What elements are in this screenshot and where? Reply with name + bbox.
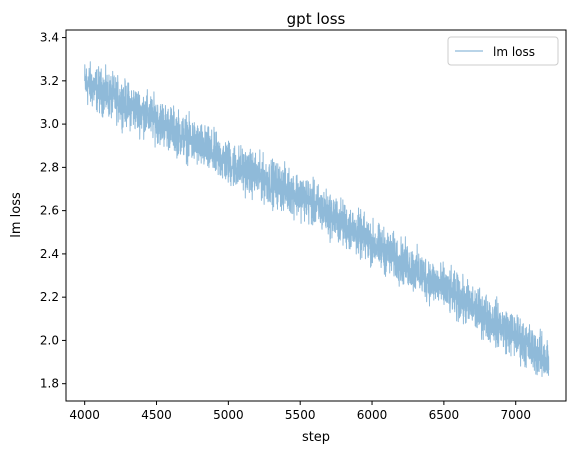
y-tick-label: 1.8 — [40, 377, 59, 391]
y-tick-label: 2.8 — [40, 160, 59, 174]
x-tick-label: 5000 — [213, 408, 244, 422]
chart-title: gpt loss — [287, 10, 346, 28]
x-axis-label: step — [302, 430, 330, 445]
y-tick-label: 2.0 — [40, 333, 59, 347]
legend-box — [447, 36, 559, 66]
y-tick-label: 2.4 — [40, 247, 59, 261]
x-tick-label: 6000 — [357, 408, 388, 422]
x-tick-label: 4000 — [69, 408, 100, 422]
y-tick-label: 3.4 — [40, 31, 59, 45]
y-tick-label: 3.2 — [40, 74, 59, 88]
plot-data-layer — [84, 61, 550, 377]
series-line-lm-loss — [84, 61, 550, 377]
legend-label-lm-loss: lm loss — [493, 45, 535, 59]
y-tick-label: 3.0 — [40, 117, 59, 131]
y-tick-label: 2.2 — [40, 290, 59, 304]
x-tick-label: 7000 — [500, 408, 531, 422]
x-axis-ticks: 4000 4500 5000 5500 6000 6500 7000 — [69, 401, 531, 422]
legend: lm loss — [447, 36, 559, 66]
x-tick-label: 5500 — [285, 408, 316, 422]
plot-area-frame — [65, 29, 567, 402]
y-axis-label: lm loss — [9, 192, 24, 238]
y-axis-ticks: 1.8 2.0 2.2 2.4 2.6 2.8 3.0 3.2 3.4 — [40, 31, 66, 391]
x-tick-label: 6500 — [429, 408, 460, 422]
y-tick-label: 2.6 — [40, 204, 59, 218]
x-tick-label: 4500 — [141, 408, 172, 422]
